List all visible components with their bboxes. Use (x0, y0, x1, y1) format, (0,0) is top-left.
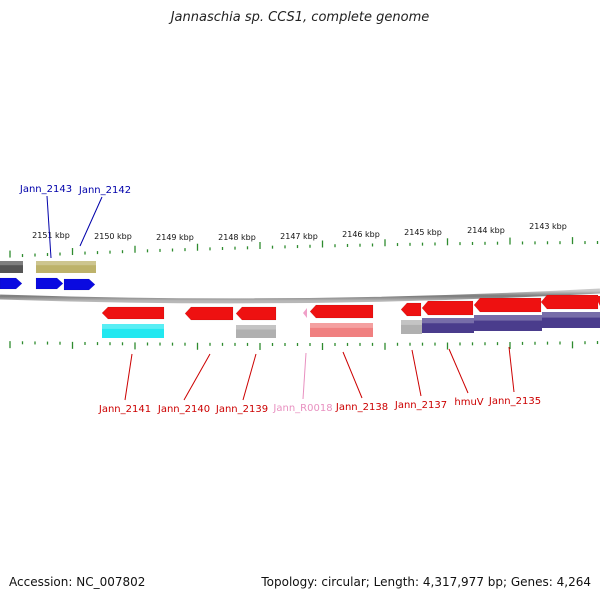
genome-title: Jannaschia sp. CCS1, complete genome (170, 10, 430, 25)
leader-line (302, 352, 307, 400)
ruler-tick-label: 2143 kbp (529, 222, 567, 231)
ruler-tick-label: 2151 kbp (32, 231, 70, 240)
gene-label-bottom: Jann_2139 (215, 404, 268, 415)
leader-line (46, 195, 52, 259)
leader-line (124, 353, 133, 401)
cds-box (542, 312, 600, 328)
ruler-tick-label: 2144 kbp (467, 226, 505, 235)
genome-backbone (0, 288, 600, 304)
gene-arrow (400, 302, 422, 317)
ruler-tick-labels: 2151 kbp 2150 kbp 2149 kbp 2148 kbp 2147 kbp… (32, 222, 567, 242)
gene-arrow (184, 306, 234, 321)
gene-label-top: Jann_2143 (19, 184, 72, 195)
gene-labels: Jann_2143 Jann_2142 Jann_2141 Jann_2140 Jann… (19, 184, 541, 415)
gene-arrow (421, 300, 474, 316)
gene-label-bottom: hmuV (454, 397, 483, 408)
genome-summary-text: Topology: circular; Length: 4,317,977 bp… (261, 575, 591, 589)
cds-box (36, 261, 96, 273)
gene-arrow (309, 304, 374, 319)
leader-line (411, 349, 422, 397)
feature-track (0, 261, 600, 338)
leader-line (79, 196, 103, 247)
gene-label-bottom: Jann_2141 (98, 404, 151, 415)
leader-line (508, 346, 515, 393)
gene-label-bottom: Jann_2137 (394, 400, 447, 411)
gene-label-top: Jann_2142 (78, 185, 131, 196)
gene-arrow (540, 294, 599, 310)
gene-arrow (235, 306, 277, 321)
gene-label-bottom: Jann_2138 (335, 402, 388, 413)
cds-box (474, 315, 542, 331)
cds-box (236, 325, 276, 338)
gene-label-bottom: Jann_R0018 (272, 403, 332, 414)
cds-box (422, 318, 474, 333)
ruler-tick-label: 2145 kbp (404, 228, 442, 237)
leader-line (342, 351, 363, 399)
gene-label-bottom: Jann_2140 (157, 404, 210, 415)
ruler-tick-label: 2149 kbp (156, 233, 194, 242)
gene-arrow (101, 306, 165, 320)
rna-arrow (303, 308, 307, 318)
cds-box (401, 320, 422, 334)
ruler-ticks-bottom (9, 341, 599, 350)
gene-arrow (63, 278, 96, 291)
leader-line (242, 353, 257, 401)
gene-arrow (0, 277, 23, 290)
leader-line (183, 353, 211, 401)
gene-label-bottom: Jann_2135 (488, 396, 541, 407)
gene-arrow (595, 296, 600, 306)
ruler-ticks-top (9, 237, 599, 258)
ruler-tick-label: 2148 kbp (218, 233, 256, 242)
ruler-tick-label: 2150 kbp (94, 232, 132, 241)
cds-box (310, 323, 373, 337)
ruler-tick-label: 2146 kbp (342, 230, 380, 239)
gene-arrow (35, 277, 64, 290)
leader-line (448, 348, 469, 394)
ruler-tick-label: 2147 kbp (280, 232, 318, 241)
cds-box (0, 261, 23, 273)
label-leader-lines (46, 195, 515, 401)
accession-text: Accession: NC_007802 (9, 575, 146, 589)
cds-box (102, 324, 164, 338)
gene-arrow (473, 297, 542, 313)
